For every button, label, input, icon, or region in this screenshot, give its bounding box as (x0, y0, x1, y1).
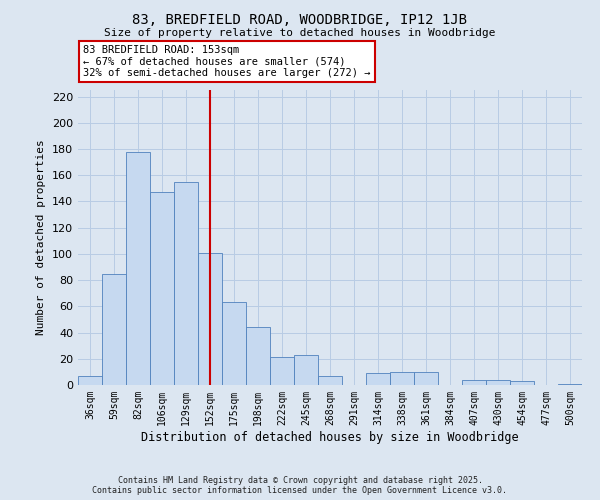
Text: 83, BREDFIELD ROAD, WOODBRIDGE, IP12 1JB: 83, BREDFIELD ROAD, WOODBRIDGE, IP12 1JB (133, 12, 467, 26)
Y-axis label: Number of detached properties: Number of detached properties (37, 140, 46, 336)
Bar (222, 302, 246, 385)
Bar (78, 376, 102, 385)
Text: 83 BREDFIELD ROAD: 153sqm
← 67% of detached houses are smaller (574)
32% of semi: 83 BREDFIELD ROAD: 153sqm ← 67% of detac… (83, 45, 371, 78)
Bar (414, 372, 438, 385)
Bar (102, 274, 126, 385)
Bar (486, 380, 510, 385)
Bar (462, 380, 486, 385)
Bar (366, 373, 390, 385)
Bar (126, 152, 150, 385)
Bar (198, 252, 222, 385)
Bar (150, 192, 174, 385)
Bar (246, 328, 270, 385)
Bar (558, 384, 582, 385)
Text: Contains HM Land Registry data © Crown copyright and database right 2025.
Contai: Contains HM Land Registry data © Crown c… (92, 476, 508, 495)
Bar (294, 355, 318, 385)
Bar (510, 381, 534, 385)
X-axis label: Distribution of detached houses by size in Woodbridge: Distribution of detached houses by size … (141, 430, 519, 444)
Bar (270, 358, 294, 385)
Bar (390, 372, 414, 385)
Bar (174, 182, 198, 385)
Bar (318, 376, 342, 385)
Text: Size of property relative to detached houses in Woodbridge: Size of property relative to detached ho… (104, 28, 496, 38)
